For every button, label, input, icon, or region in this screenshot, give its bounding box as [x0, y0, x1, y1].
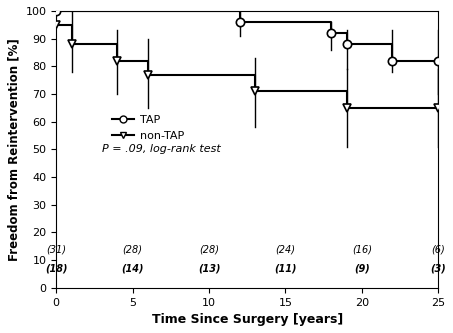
Text: (13): (13) — [198, 263, 220, 273]
Text: (31): (31) — [46, 244, 66, 254]
Text: (24): (24) — [275, 244, 295, 254]
Text: (14): (14) — [121, 263, 144, 273]
X-axis label: Time Since Surgery [years]: Time Since Surgery [years] — [152, 313, 343, 326]
Text: (9): (9) — [354, 263, 370, 273]
Y-axis label: Freedom from Reintervention [%]: Freedom from Reintervention [%] — [7, 38, 20, 261]
Text: (16): (16) — [352, 244, 372, 254]
Text: (28): (28) — [123, 244, 143, 254]
Text: (3): (3) — [430, 263, 446, 273]
Text: (28): (28) — [199, 244, 219, 254]
Text: (18): (18) — [45, 263, 67, 273]
Legend: TAP, non-TAP: TAP, non-TAP — [108, 111, 188, 145]
Text: P = .09, log-rank test: P = .09, log-rank test — [102, 144, 221, 154]
Text: (11): (11) — [274, 263, 297, 273]
Text: (6): (6) — [431, 244, 445, 254]
